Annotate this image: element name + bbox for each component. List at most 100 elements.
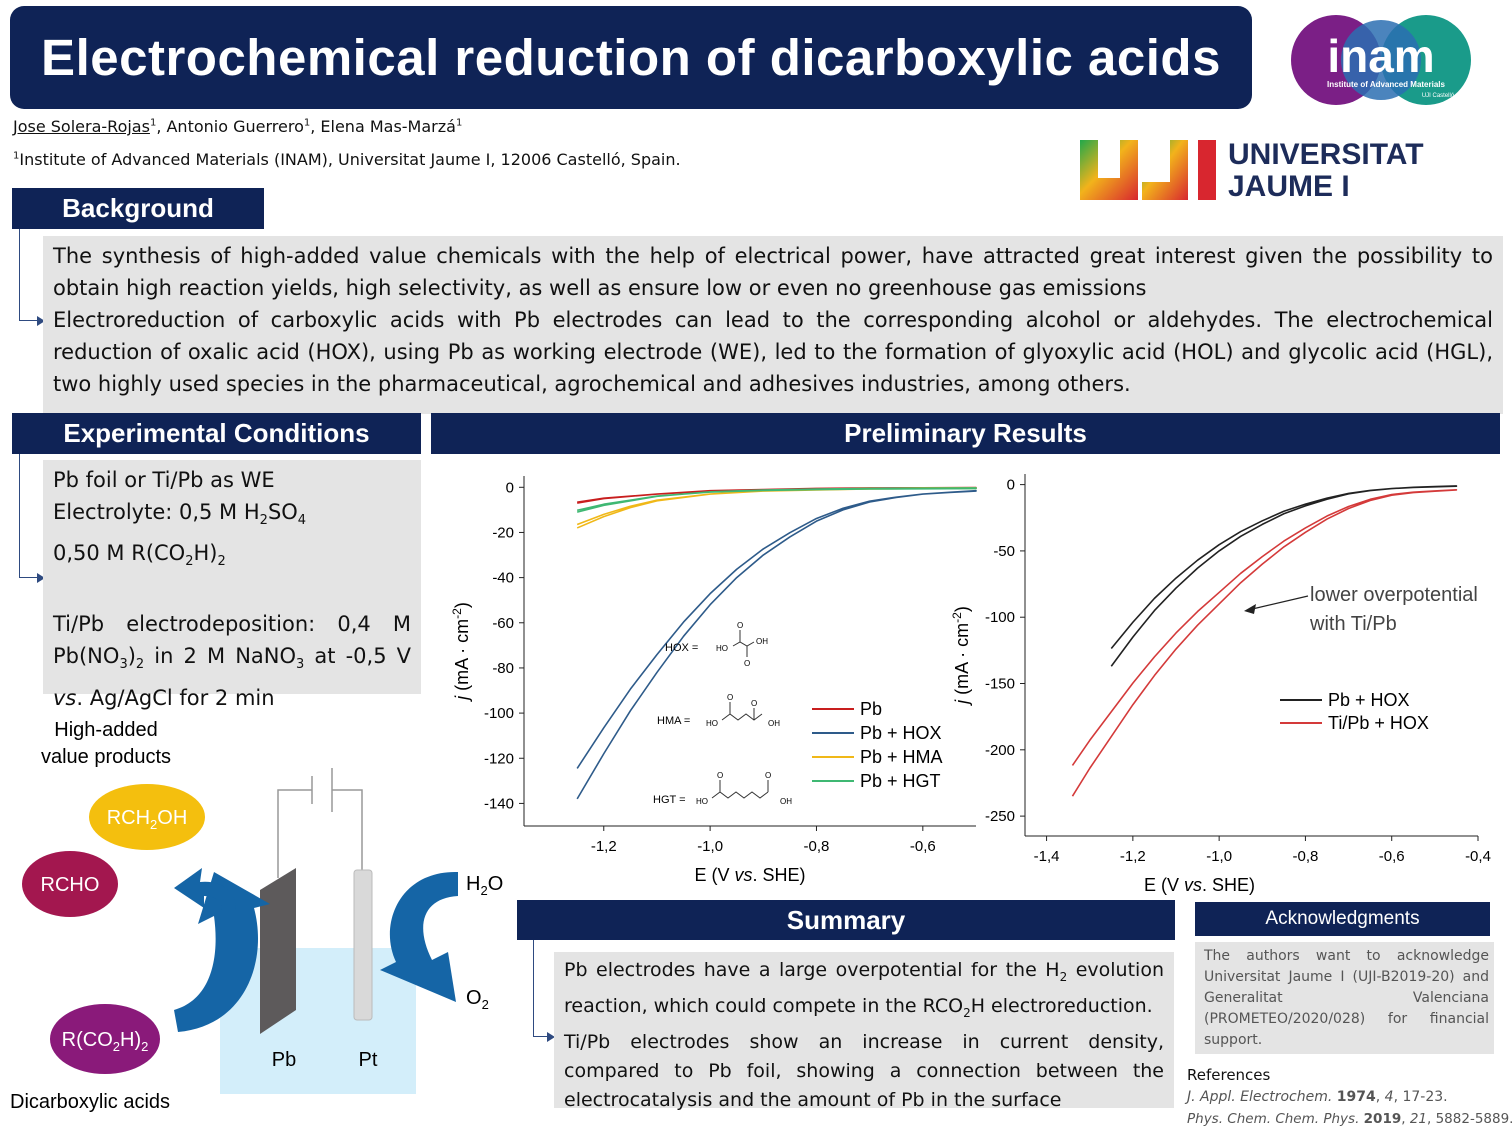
- x-tick-label: -1,2: [1120, 848, 1146, 865]
- background-bracket-arm: [19, 320, 41, 321]
- hgt-o: O: [717, 771, 723, 780]
- annotation-arrow-line: [1247, 595, 1309, 611]
- exp-line-5: Pb(NO3)2 in 2 M NaNO3 at -0,5 V: [53, 644, 412, 673]
- hox-o: O: [744, 659, 750, 668]
- author-first: Jose Solera-Rojas: [13, 117, 150, 136]
- experimental-bracket-arm: [19, 577, 41, 578]
- y-tick-label: -250: [985, 808, 1015, 825]
- rch2oh-label: RCH2OH: [107, 807, 188, 832]
- affiliation-sup: 1: [13, 150, 20, 162]
- inam-logo: inam Institute of Advanced Materials UJI…: [1290, 14, 1472, 106]
- hma-label: HMA =: [657, 715, 690, 727]
- hox-oh: OH: [756, 637, 768, 646]
- summary-bracket: [533, 940, 534, 1037]
- pb-electrode: [260, 868, 296, 1034]
- affiliation: 1Institute of Advanced Materials (INAM),…: [13, 150, 681, 169]
- hma-ho: HO: [706, 719, 718, 728]
- authors: Jose Solera-Rojas1, Antonio Guerrero1, E…: [13, 117, 462, 136]
- author-third: , Elena Mas-Marzá: [310, 117, 456, 136]
- legend-label: Pb + HGT: [860, 771, 941, 791]
- background-paragraph-1: The synthesis of high-added value chemic…: [53, 244, 1493, 300]
- legend-label: Pb + HMA: [860, 747, 943, 767]
- annotation-line-2: with Ti/Pb: [1309, 613, 1397, 635]
- exp-line-2: Electrolyte: 0,5 M H2SO4: [53, 500, 307, 529]
- author-sup: 1: [303, 117, 311, 129]
- y-tick-label: -60: [492, 615, 514, 632]
- uji-line1: UNIVERSITAT: [1228, 138, 1424, 171]
- experimental-bracket: [19, 454, 20, 578]
- poster-title: Electrochemical reduction of dicarboxyli…: [10, 6, 1252, 109]
- background-heading: Background: [12, 188, 264, 229]
- reaction-scheme: High-added value products Pb Pt RCH2OH R…: [0, 710, 520, 1134]
- hox-label: HOX =: [665, 642, 698, 654]
- x-tick-label: -0,4: [1465, 848, 1491, 865]
- rco2h2-label: R(CO2H)2: [62, 1029, 149, 1054]
- summary-point-1: Pb electrodes have a large overpotential…: [564, 959, 1164, 1020]
- legend-label: Ti/Pb + HOX: [1328, 713, 1429, 733]
- hma-o: O: [727, 693, 733, 702]
- legend-label: Pb + HOX: [860, 723, 942, 743]
- summary-text: Pb electrodes have a large overpotential…: [554, 952, 1174, 1111]
- y-tick-label: -150: [985, 676, 1015, 693]
- chart-2-svg: 0 -50 -100 -150 -200 -250 -1,4 -1,2 -1,0 -0,8 -0,6…: [950, 474, 1491, 895]
- rch2oh-bubble: [89, 784, 205, 850]
- experimental-arrow-icon: [37, 573, 45, 583]
- author-sup: 1: [149, 117, 157, 129]
- author-second: , Antonio Guerrero: [156, 117, 304, 136]
- hma-o: O: [751, 699, 757, 708]
- y-tick-label: -80: [492, 660, 514, 677]
- author-sup: 1: [455, 117, 463, 129]
- background-bracket: [19, 229, 20, 321]
- series-line-1: [1071, 488, 1458, 797]
- legend-label: Pb: [860, 699, 882, 719]
- product-arrow: [174, 868, 236, 910]
- references: References J. Appl. Electrochem. 1974, 4…: [1187, 1064, 1512, 1130]
- scheme-caption-2: value products: [41, 746, 171, 768]
- pt-label: Pt: [359, 1049, 378, 1071]
- dicarboxylic-label: Dicarboxylic acids: [10, 1091, 170, 1113]
- experimental-heading: Experimental Conditions: [12, 413, 421, 454]
- pt-electrode: [353, 869, 373, 1021]
- chart-2: 0 -50 -100 -150 -200 -250 -1,4 -1,2 -1,0 -0,8 -0,6…: [950, 458, 1500, 900]
- annotation-arrow-head: [1244, 604, 1256, 614]
- y-axis-label: j (mA · cm-2): [450, 602, 472, 703]
- pb-label: Pb: [272, 1049, 296, 1071]
- y-tick-label: -20: [492, 524, 514, 541]
- inam-logo-name: inam: [1327, 30, 1434, 82]
- structure-hox: HOX = HO OH O O: [665, 621, 768, 668]
- o2-label: O2: [466, 987, 489, 1012]
- experimental-text: Pb foil or Ti/Pb as WE Electrolyte: 0,5 …: [43, 460, 421, 710]
- chart-1: 0 -20 -40 -60 -80 -100 -120 -140 -1,2 -1,0 -0,8 -0,…: [450, 458, 990, 890]
- acknowledgments-heading: Acknowledgments: [1195, 902, 1490, 936]
- hgt-o: O: [765, 771, 771, 780]
- series-line-1: [576, 489, 977, 800]
- references-heading: References: [1187, 1066, 1271, 1084]
- reference-2: Phys. Chem. Chem. Phys. 2019, 21, 5882-5…: [1187, 1111, 1512, 1127]
- summary-heading: Summary: [517, 900, 1175, 940]
- y-tick-label: -100: [484, 705, 514, 722]
- summary-bracket-arm: [533, 1036, 551, 1037]
- inam-logo-small: UJI Castelló: [1422, 93, 1455, 99]
- background-arrow-icon: [37, 316, 45, 326]
- summary-arrow-icon: [547, 1032, 555, 1042]
- reduction-arrow: [174, 872, 270, 1032]
- y-tick-label: -120: [484, 750, 514, 767]
- y-tick-label: -50: [993, 543, 1015, 560]
- rcho-bubble: [22, 851, 118, 917]
- x-tick-label: -1,2: [591, 838, 617, 855]
- series-line-0: [1110, 485, 1458, 667]
- hox-ho: HO: [716, 644, 728, 653]
- x-tick-label: -0,8: [1292, 848, 1318, 865]
- y-tick-label: -100: [985, 609, 1015, 626]
- hgt-ho: HO: [696, 797, 708, 806]
- reference-1: J. Appl. Electrochem. 1974, 4, 17-23.: [1187, 1089, 1448, 1105]
- x-tick-label: -1,0: [697, 838, 723, 855]
- exp-line-1: Pb foil or Ti/Pb as WE: [53, 468, 275, 492]
- background-paragraph-2: Electroreduction of carboxylic acids wit…: [53, 308, 1493, 396]
- y-tick-label: -40: [492, 570, 514, 587]
- h2o-label: H2O: [466, 873, 503, 898]
- x-tick-label: -0,6: [1379, 848, 1405, 865]
- results-heading: Preliminary Results: [431, 413, 1500, 454]
- y-tick-label: -140: [484, 795, 514, 812]
- x-tick-label: -0,6: [910, 838, 936, 855]
